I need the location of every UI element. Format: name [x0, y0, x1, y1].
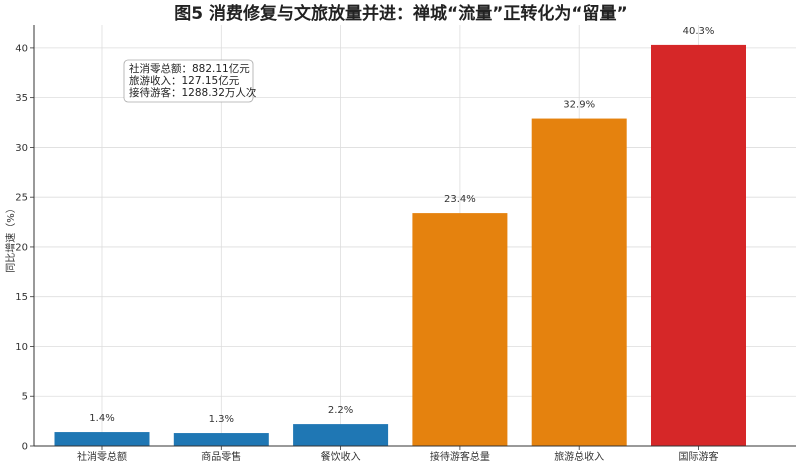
chart-title: 图5 消费修复与文旅放量并进：禅城“流量”正转化为“留量”	[174, 3, 627, 24]
annotation-line: 旅游收入：127.15亿元	[129, 74, 240, 87]
y-tick-label: 25	[15, 193, 28, 204]
bar	[173, 433, 269, 446]
x-tick-label: 餐饮收入	[321, 450, 361, 463]
bars: 1.4% 1.3% 2.2% 23.4% 32.9% 40.3%	[54, 26, 746, 447]
x-tick-label: 商品零售	[201, 450, 241, 463]
annotation-line: 社消零总额：882.11亿元	[129, 62, 250, 75]
y-tick-label: 30	[15, 143, 28, 154]
x-tick-label: 接待游客总量	[430, 450, 490, 463]
y-tick-label: 5	[22, 392, 28, 403]
bar	[651, 44, 746, 447]
bar	[531, 118, 627, 447]
data-label: 1.3%	[209, 414, 234, 425]
annotation-box: 社消零总额：882.11亿元旅游收入：127.15亿元接待游客：1288.32万…	[123, 59, 257, 103]
y-tick-label: 15	[15, 292, 28, 303]
data-label: 23.4%	[444, 194, 476, 205]
annotation-frame	[123, 59, 254, 103]
annotation-line: 接待游客：1288.32万人次	[129, 86, 257, 99]
y-tick-label: 35	[15, 93, 28, 104]
bar	[412, 213, 508, 446]
data-label: 32.9%	[563, 100, 595, 111]
x-tick-label: 国际游客	[679, 450, 719, 463]
bar	[54, 432, 150, 446]
bar	[293, 424, 389, 446]
y-tick-label: 10	[15, 342, 28, 353]
data-label: 40.3%	[683, 26, 715, 37]
y-tick-label: 0	[22, 442, 28, 453]
x-tick-label: 社消零总额	[77, 450, 127, 463]
x-tick-label: 旅游总收入	[554, 450, 604, 463]
data-label: 2.2%	[328, 405, 353, 416]
axes: 0 5 10 15 20 25 30 35 40 社消零总额 商品零售 餐饮收入 接待游客总量 旅游总收入…	[15, 25, 796, 463]
y-axis-label: 同比增速（%）	[4, 203, 17, 273]
y-tick-label: 40	[15, 43, 28, 54]
y-tick-label: 20	[15, 242, 28, 253]
data-label: 1.4%	[89, 413, 114, 424]
